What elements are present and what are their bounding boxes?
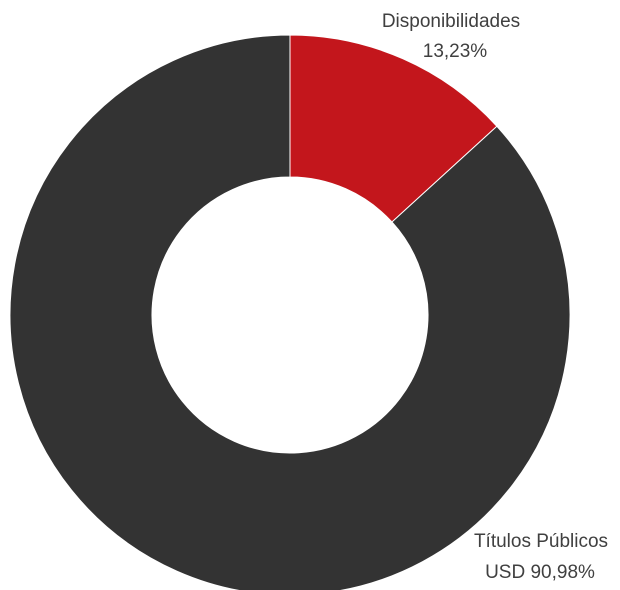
donut-slice-0 bbox=[289, 34, 498, 223]
slice-value-titulos-publicos: USD 90,98% bbox=[485, 562, 595, 583]
slice-label-disponibilidades: Disponibilidades bbox=[382, 11, 520, 32]
donut-slice-1 bbox=[9, 34, 571, 590]
donut-slices bbox=[9, 34, 571, 590]
slice-label-titulos-publicos: Títulos Públicos bbox=[474, 531, 608, 552]
slice-value-disponibilidades: 13,23% bbox=[423, 41, 488, 62]
slice-labels: Disponibilidades 13,23% Títulos Públicos… bbox=[382, 11, 608, 583]
